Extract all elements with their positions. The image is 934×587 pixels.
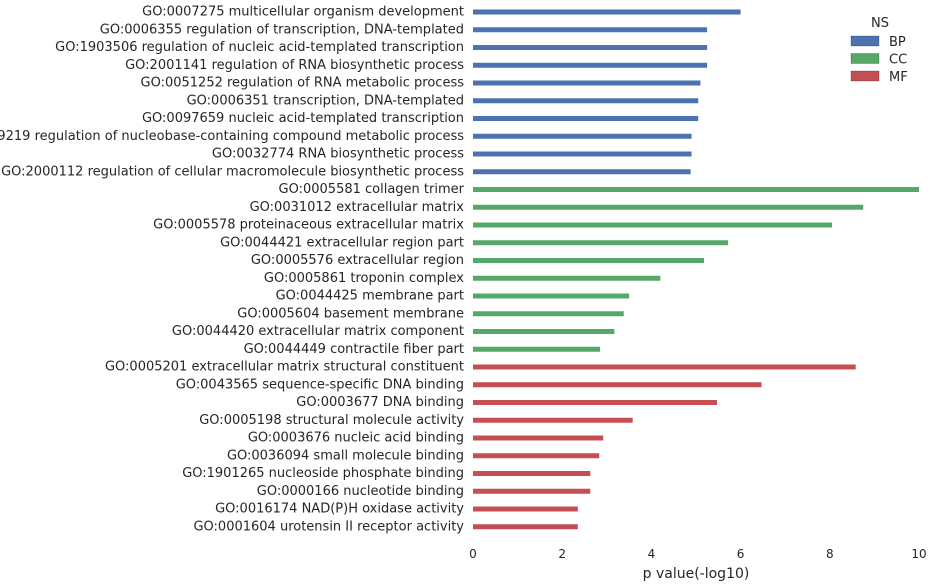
category-label: GO:0097659 nucleic acid-templated transc… bbox=[142, 111, 464, 126]
x-tick-label: 2 bbox=[558, 547, 566, 561]
x-tick-label: 4 bbox=[648, 547, 656, 561]
bar-go-0036094 bbox=[473, 453, 600, 459]
legend-title: NS bbox=[871, 16, 889, 31]
legend: NS BP CC MF bbox=[850, 16, 908, 85]
category-label: GO:0001604 urotensin II receptor activit… bbox=[193, 519, 464, 534]
bar-go-0001604 bbox=[473, 524, 578, 530]
legend-label-mf: MF bbox=[889, 70, 908, 85]
x-tick-label: 8 bbox=[826, 547, 834, 561]
bar-go-2001141 bbox=[473, 62, 708, 68]
legend-label-cc: CC bbox=[889, 53, 907, 68]
bar-go-0044449 bbox=[473, 346, 601, 352]
bar-go-0032774 bbox=[473, 151, 692, 157]
category-label: GO:0003676 nucleic acid binding bbox=[248, 431, 464, 446]
category-label: GO:0006351 transcription, DNA-templated bbox=[187, 93, 464, 108]
category-label: GO:0044425 membrane part bbox=[276, 289, 464, 304]
bars-group bbox=[473, 9, 919, 530]
bar-go-0005198 bbox=[473, 417, 633, 423]
bar-go-0044425 bbox=[473, 293, 630, 299]
x-axis-ticks-group: 0 2 4 6 8 10 bbox=[469, 547, 926, 561]
bar-go-0006351 bbox=[473, 98, 699, 104]
category-label: GO:1903506 regulation of nucleic acid-te… bbox=[55, 40, 464, 55]
category-label: GO:0005581 collagen trimer bbox=[279, 182, 465, 197]
category-label: GO:0036094 small molecule binding bbox=[227, 448, 464, 463]
category-label: GO:2000112 regulation of cellular macrom… bbox=[1, 164, 464, 179]
category-labels-group: GO:0007275 multicellular organism develo… bbox=[0, 5, 465, 535]
category-label: GO:0016174 NAD(P)H oxidase activity bbox=[215, 502, 464, 517]
category-label: GO:0031012 extracellular matrix bbox=[250, 200, 465, 215]
bar-go-0005578 bbox=[473, 222, 833, 228]
bar-go-0003677 bbox=[473, 400, 717, 405]
legend-swatch-cc bbox=[850, 53, 880, 64]
category-label: GO:0000166 nucleotide binding bbox=[257, 484, 464, 499]
category-label: GO:0044420 extracellular matrix componen… bbox=[172, 324, 464, 339]
category-label: GO:0051252 regulation of RNA metabolic p… bbox=[141, 76, 465, 91]
category-label: GO:0005604 basement membrane bbox=[237, 306, 464, 321]
bar-go-0005576 bbox=[473, 258, 705, 263]
category-label: GO:0007275 multicellular organism develo… bbox=[142, 5, 464, 20]
bar-go-0005861 bbox=[473, 275, 661, 281]
legend-label-bp: BP bbox=[889, 35, 906, 50]
category-label: GO:0043565 sequence-specific DNA binding bbox=[176, 377, 464, 392]
category-label: GO:0006355 regulation of transcription, … bbox=[100, 22, 464, 37]
bar-go-0005581 bbox=[473, 187, 919, 192]
category-label: GO:1901265 nucleoside phosphate binding bbox=[182, 466, 464, 481]
bar-go-1903506 bbox=[473, 45, 708, 50]
legend-swatch-mf bbox=[850, 70, 880, 82]
category-label: GO:2001141 regulation of RNA biosyntheti… bbox=[125, 58, 464, 73]
bar-go-0016174 bbox=[473, 506, 578, 512]
category-label: GO:0005198 structural molecule activity bbox=[199, 413, 464, 428]
bar-go-0006355 bbox=[473, 27, 708, 33]
bar-go-1901265 bbox=[473, 471, 591, 476]
bar-go-0031012 bbox=[473, 204, 864, 210]
legend-swatch-bp bbox=[850, 35, 880, 47]
bar-go-0005604 bbox=[473, 311, 624, 317]
category-label: GO:0044421 extracellular region part bbox=[220, 235, 464, 250]
x-tick-label: 6 bbox=[737, 547, 745, 561]
bar-go-0043565 bbox=[473, 382, 762, 388]
bar-go-0005201 bbox=[473, 364, 856, 370]
category-label: GO:0019219 regulation of nucleobase-cont… bbox=[0, 129, 464, 144]
bar-go-0051252 bbox=[473, 80, 701, 86]
category-label: GO:0005201 extracellular matrix structur… bbox=[105, 360, 464, 375]
bar-go-0003676 bbox=[473, 435, 604, 441]
bar-go-0044420 bbox=[473, 329, 615, 334]
bar-go-0019219 bbox=[473, 133, 692, 139]
x-tick-label: 0 bbox=[469, 547, 477, 561]
bar-go-0007275 bbox=[473, 9, 741, 15]
category-label: GO:0005861 troponin complex bbox=[264, 271, 464, 286]
category-label: GO:0005578 proteinaceous extracellular m… bbox=[153, 218, 464, 233]
bar-go-2000112 bbox=[473, 169, 691, 175]
bar-go-0097659 bbox=[473, 116, 699, 121]
category-label: GO:0044449 contractile fiber part bbox=[244, 342, 464, 357]
category-label: GO:0032774 RNA biosynthetic process bbox=[212, 147, 464, 162]
category-label: GO:0005576 extracellular region bbox=[251, 253, 464, 268]
bar-go-0000166 bbox=[473, 488, 591, 494]
x-tick-label: 10 bbox=[911, 547, 926, 561]
bar-go-0044421 bbox=[473, 240, 729, 246]
category-label: GO:0003677 DNA binding bbox=[296, 395, 464, 410]
x-axis-label: p value(-log10) bbox=[643, 566, 750, 582]
